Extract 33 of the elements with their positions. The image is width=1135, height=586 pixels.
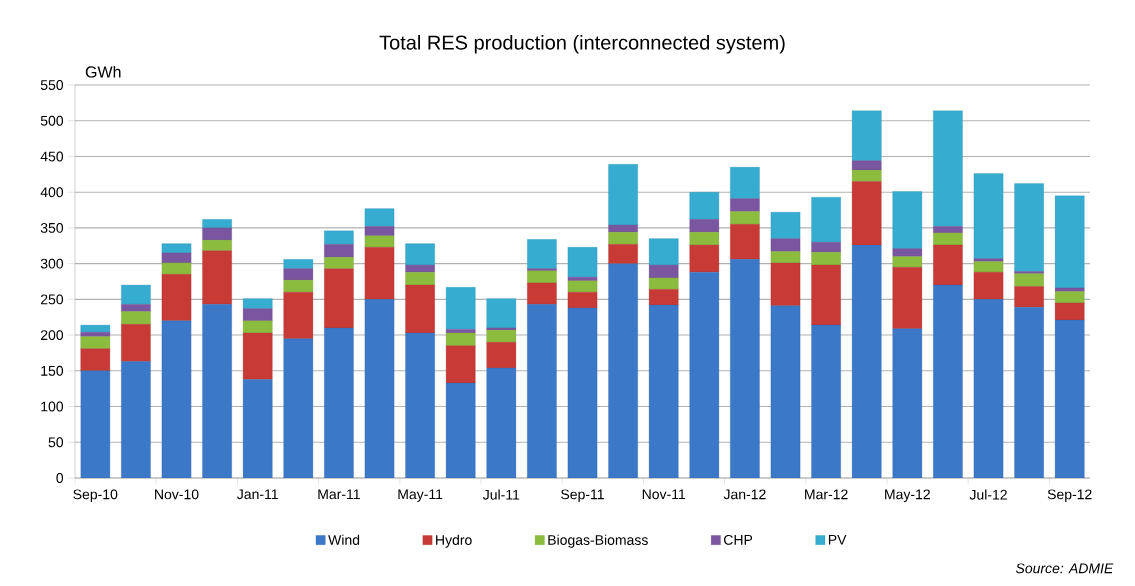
x-tick-label: Jan-12 xyxy=(723,489,766,500)
x-tick-label: Jul-12 xyxy=(969,489,1007,500)
y-tick-label: 150 xyxy=(41,365,64,376)
x-tick-label: Sep-12 xyxy=(1047,489,1092,503)
x-tick-label: Mar-12 xyxy=(805,489,848,500)
legend-label: Wind xyxy=(328,534,360,545)
x-tick-label: Nov-11 xyxy=(642,489,686,500)
x-tick-label: Sep-10 xyxy=(73,489,118,503)
y-tick-label: 450 xyxy=(40,151,64,162)
y-tick-label: 200 xyxy=(40,330,64,341)
legend-label: Hydro xyxy=(436,534,472,548)
x-tick-label: May-12 xyxy=(885,489,930,503)
y-axis-title: GWh xyxy=(85,65,121,78)
x-tick-label: Sep-11 xyxy=(561,489,604,503)
y-tick-label: 300 xyxy=(40,258,64,269)
y-tick-label: 350 xyxy=(40,222,64,233)
y-tick-label: 550 xyxy=(40,80,64,90)
x-tick-label: May-11 xyxy=(398,489,443,502)
x-tick-label: Nov-10 xyxy=(155,489,199,500)
y-tick-label: 500 xyxy=(40,115,64,126)
legend-label: CHP xyxy=(724,534,753,545)
legend-label: Biogas-Biomass xyxy=(548,534,648,548)
legend-label: PV xyxy=(828,534,847,545)
y-tick-label: 50 xyxy=(48,437,64,448)
y-tick-label: 100 xyxy=(41,401,64,412)
y-tick-label: 250 xyxy=(40,294,64,305)
source-note: Source: ADMIE xyxy=(1015,563,1114,574)
y-tick-label: 400 xyxy=(40,187,64,198)
y-tick-label: 0 xyxy=(56,473,64,483)
x-tick-label: Mar-11 xyxy=(318,489,360,500)
chart-title: Total RES production (interconnected system) xyxy=(379,34,785,54)
x-tick-label: Jul-11 xyxy=(482,489,520,500)
x-tick-label: Jan-11 xyxy=(237,489,278,500)
